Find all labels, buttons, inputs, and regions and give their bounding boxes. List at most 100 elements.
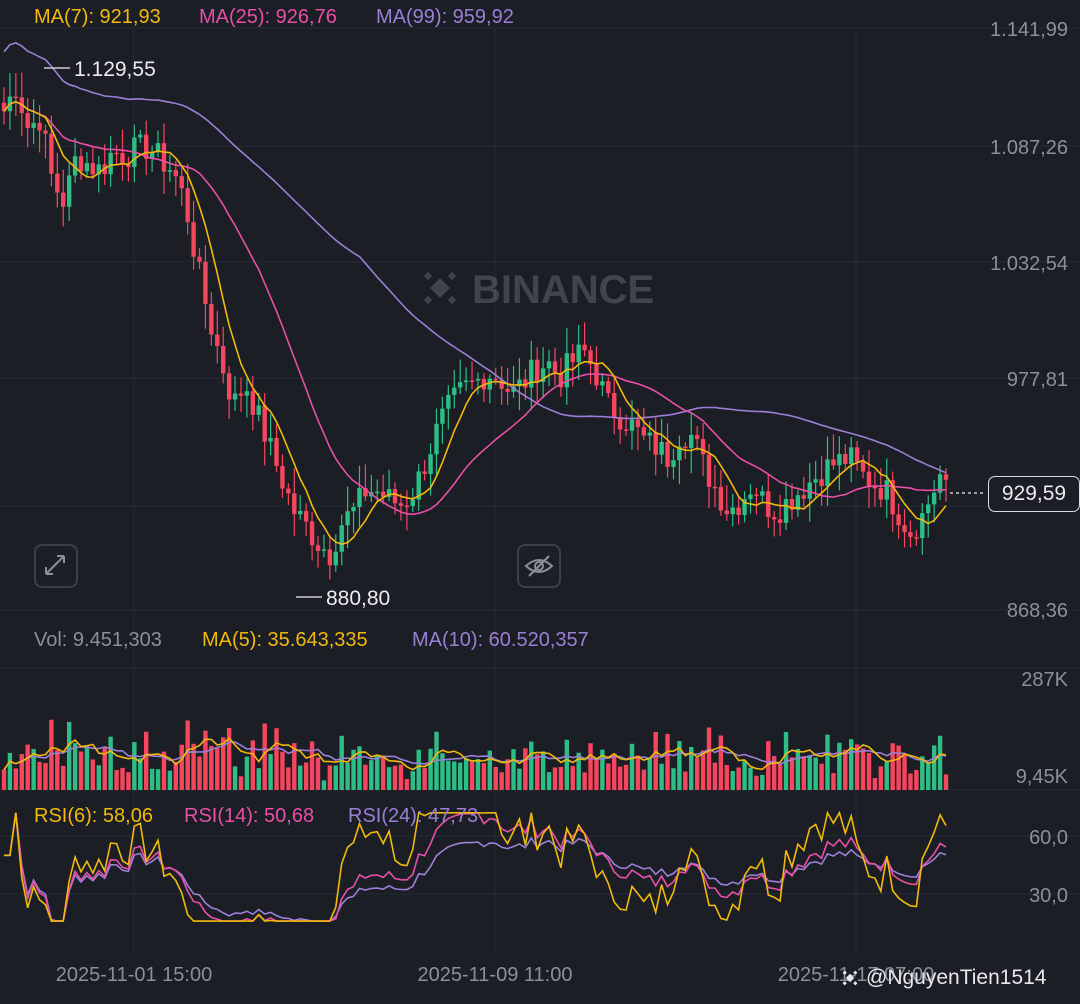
candle-body xyxy=(742,499,747,515)
volume-bar xyxy=(902,753,907,790)
candle-body xyxy=(31,122,36,129)
candle-body xyxy=(37,122,42,131)
candle-body xyxy=(321,549,327,551)
candle-body xyxy=(179,176,184,189)
volume-bar xyxy=(108,736,113,790)
candle-body xyxy=(274,437,279,466)
candle-body xyxy=(298,510,303,515)
candle-body xyxy=(475,378,481,381)
volume-bar xyxy=(481,763,487,790)
candle-body xyxy=(671,460,676,467)
candle-body xyxy=(345,511,350,526)
volume-bar xyxy=(375,754,380,790)
volume-bar xyxy=(523,748,528,790)
volume-bar xyxy=(404,779,410,790)
candle-body xyxy=(523,379,528,388)
volume-bar xyxy=(138,758,143,790)
candle-body xyxy=(25,113,30,129)
volume-bar xyxy=(292,743,297,790)
volume-bar xyxy=(209,745,214,790)
volume-legend: Vol: 9.451,303 xyxy=(34,629,162,651)
candle-body xyxy=(582,344,587,351)
expand-button[interactable] xyxy=(34,544,78,588)
volume-bar xyxy=(766,741,771,790)
candle-body xyxy=(96,164,101,175)
volume-bar xyxy=(215,747,220,790)
candle-body xyxy=(66,175,72,207)
candle-body xyxy=(937,474,943,493)
candle-body xyxy=(138,134,143,138)
candle-body xyxy=(647,432,652,436)
candle-body xyxy=(854,447,860,463)
candle-body xyxy=(612,393,617,418)
candle-body xyxy=(600,381,605,386)
volume-bar xyxy=(369,760,374,790)
volume-bar xyxy=(149,768,155,790)
volume-bar xyxy=(896,745,901,790)
ma25-line xyxy=(3,100,946,516)
candle-body xyxy=(280,465,285,489)
candle-body xyxy=(783,499,789,523)
volume-bar xyxy=(623,764,629,790)
binance-wordmark: BINANCE xyxy=(472,268,654,312)
candle-body xyxy=(576,344,581,363)
candle-body xyxy=(167,170,173,172)
hide-indicators-button[interactable] xyxy=(517,544,561,588)
volume-bar xyxy=(937,735,943,790)
volume-bar xyxy=(499,772,504,790)
candle-body xyxy=(197,256,202,262)
volume-bar xyxy=(529,741,534,790)
volume-bar xyxy=(463,758,469,790)
volume-bar xyxy=(469,761,475,790)
volume-bar xyxy=(315,757,321,790)
volume-bar xyxy=(712,762,718,790)
candle-body xyxy=(43,130,48,134)
candle-body xyxy=(908,532,913,538)
candle-body xyxy=(540,368,546,383)
volume-bar xyxy=(635,755,641,790)
volume-bar xyxy=(777,764,783,790)
volume-bar xyxy=(126,772,131,790)
volume-bar xyxy=(588,743,593,790)
volume-bar xyxy=(114,770,119,790)
volume-bar xyxy=(742,760,747,790)
candle-body xyxy=(535,359,540,383)
volume-bar xyxy=(600,749,605,790)
volume-bar xyxy=(327,765,333,790)
rsi-tick: 30,0 xyxy=(1029,885,1068,907)
candle-body xyxy=(386,489,392,497)
volume-bar xyxy=(416,749,421,790)
candle-body xyxy=(90,163,96,175)
binance-watermark: BINANCE xyxy=(423,268,654,312)
candle-body xyxy=(724,510,729,515)
candle-body xyxy=(760,491,765,496)
candle-body xyxy=(434,423,439,455)
volume-bar xyxy=(546,772,552,790)
candle-body xyxy=(677,446,682,461)
candle-body xyxy=(173,170,179,177)
candle-body xyxy=(268,437,273,442)
candle-body xyxy=(884,480,889,500)
volume-bar xyxy=(606,763,611,790)
candle-body xyxy=(837,454,842,466)
candle-body xyxy=(890,480,895,515)
volume-bar xyxy=(931,745,937,790)
high-label: 1.129,55 xyxy=(74,58,156,81)
volume-bar xyxy=(475,759,481,790)
candle-body xyxy=(84,163,90,172)
volume-bar xyxy=(594,759,599,790)
volume-bar xyxy=(730,770,735,790)
price-tick: 1.087,26 xyxy=(990,137,1068,159)
volume-bar xyxy=(173,761,179,790)
volume-bar xyxy=(452,761,457,790)
volume-bar xyxy=(801,756,807,790)
volume-bar xyxy=(262,723,267,790)
candle-body xyxy=(926,504,931,514)
candle-body xyxy=(244,391,250,396)
volume-bar xyxy=(256,768,261,790)
volume-bar xyxy=(647,757,652,790)
volume-bar xyxy=(570,765,575,790)
candle-body xyxy=(807,482,812,499)
candle-body xyxy=(469,380,475,383)
